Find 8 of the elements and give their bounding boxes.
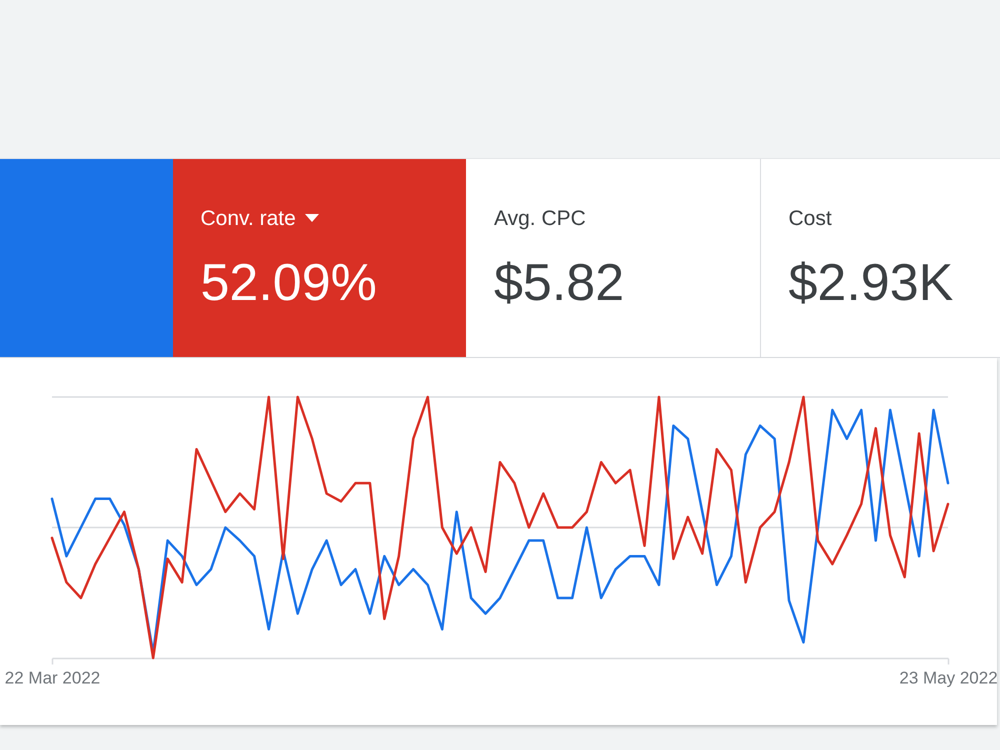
text: $2.93K xyxy=(788,254,954,312)
category-label: Cost xyxy=(788,207,832,230)
text: $5.82 xyxy=(494,254,624,312)
category-label: Conv. rate xyxy=(200,207,296,230)
x-tick-label: 22 Mar 2022 xyxy=(4,668,100,688)
category-label: Avg. CPC xyxy=(494,207,586,230)
text: 52.09% xyxy=(200,254,377,312)
x-tick-label: 23 May 2022 xyxy=(899,668,998,688)
